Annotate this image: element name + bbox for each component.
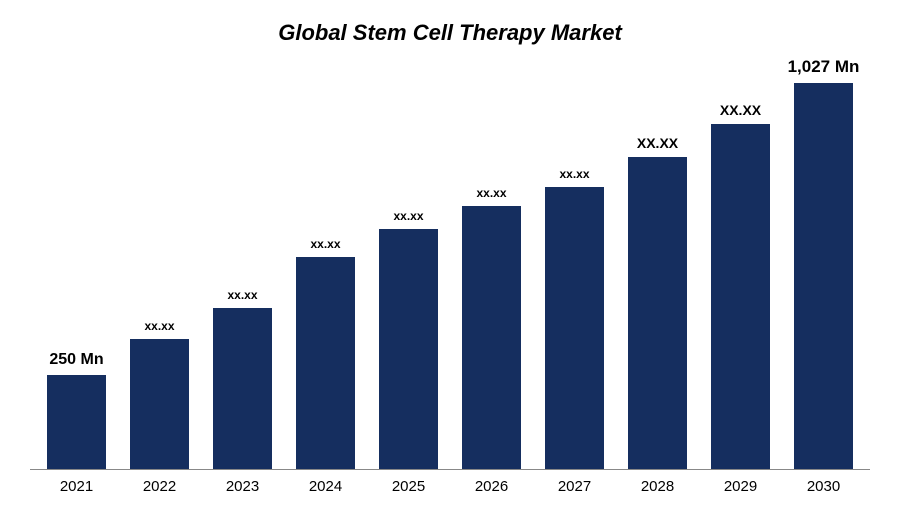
bar bbox=[213, 308, 273, 469]
bar-value-label: xx.xx bbox=[559, 167, 589, 181]
x-axis-tick: 2025 bbox=[367, 478, 450, 495]
bar bbox=[711, 124, 771, 469]
bar-group: xx.xx bbox=[533, 56, 616, 469]
chart-title: Global Stem Cell Therapy Market bbox=[30, 20, 870, 46]
bar-value-label: XX.XX bbox=[637, 135, 678, 151]
bar bbox=[462, 206, 522, 469]
bar-group: xx.xx bbox=[284, 56, 367, 469]
bar-value-label: xx.xx bbox=[227, 288, 257, 302]
x-axis-tick: 2026 bbox=[450, 478, 533, 495]
bar-value-label: xx.xx bbox=[476, 186, 506, 200]
bar-group: XX.XX bbox=[616, 56, 699, 469]
bar-value-label: 250 Mn bbox=[49, 351, 103, 369]
bar-group: xx.xx bbox=[450, 56, 533, 469]
x-axis-tick: 2022 bbox=[118, 478, 201, 495]
x-axis-tick: 2028 bbox=[616, 478, 699, 495]
bar-group: XX.XX bbox=[699, 56, 782, 469]
x-axis-tick: 2024 bbox=[284, 478, 367, 495]
bar-group: 1,027 Mn bbox=[782, 56, 865, 469]
bar-group: xx.xx bbox=[201, 56, 284, 469]
x-axis-tick: 2021 bbox=[35, 478, 118, 495]
bar-group: 250 Mn bbox=[35, 56, 118, 469]
x-axis-tick: 2030 bbox=[782, 478, 865, 495]
x-axis-tick: 2027 bbox=[533, 478, 616, 495]
bar bbox=[628, 157, 688, 469]
bar-group: xx.xx bbox=[118, 56, 201, 469]
bar bbox=[130, 339, 190, 469]
bar bbox=[379, 229, 439, 469]
bar bbox=[794, 83, 854, 469]
x-axis: 2021202220232024202520262027202820292030 bbox=[30, 478, 870, 495]
bar-value-label: xx.xx bbox=[144, 319, 174, 333]
x-axis-tick: 2029 bbox=[699, 478, 782, 495]
bar bbox=[296, 257, 356, 469]
bar-value-label: XX.XX bbox=[720, 102, 761, 118]
bar-value-label: xx.xx bbox=[393, 209, 423, 223]
plot-area: 250 Mn xx.xx xx.xx xx.xx xx.xx xx.xx xx.xx XX.X… bbox=[30, 56, 870, 470]
chart-container: Global Stem Cell Therapy Market 250 Mn xx… bbox=[0, 0, 900, 525]
bar-group: xx.xx bbox=[367, 56, 450, 469]
bar-value-label: xx.xx bbox=[310, 237, 340, 251]
bar bbox=[47, 375, 107, 469]
bar bbox=[545, 187, 605, 469]
x-axis-tick: 2023 bbox=[201, 478, 284, 495]
bar-value-label: 1,027 Mn bbox=[788, 57, 860, 77]
